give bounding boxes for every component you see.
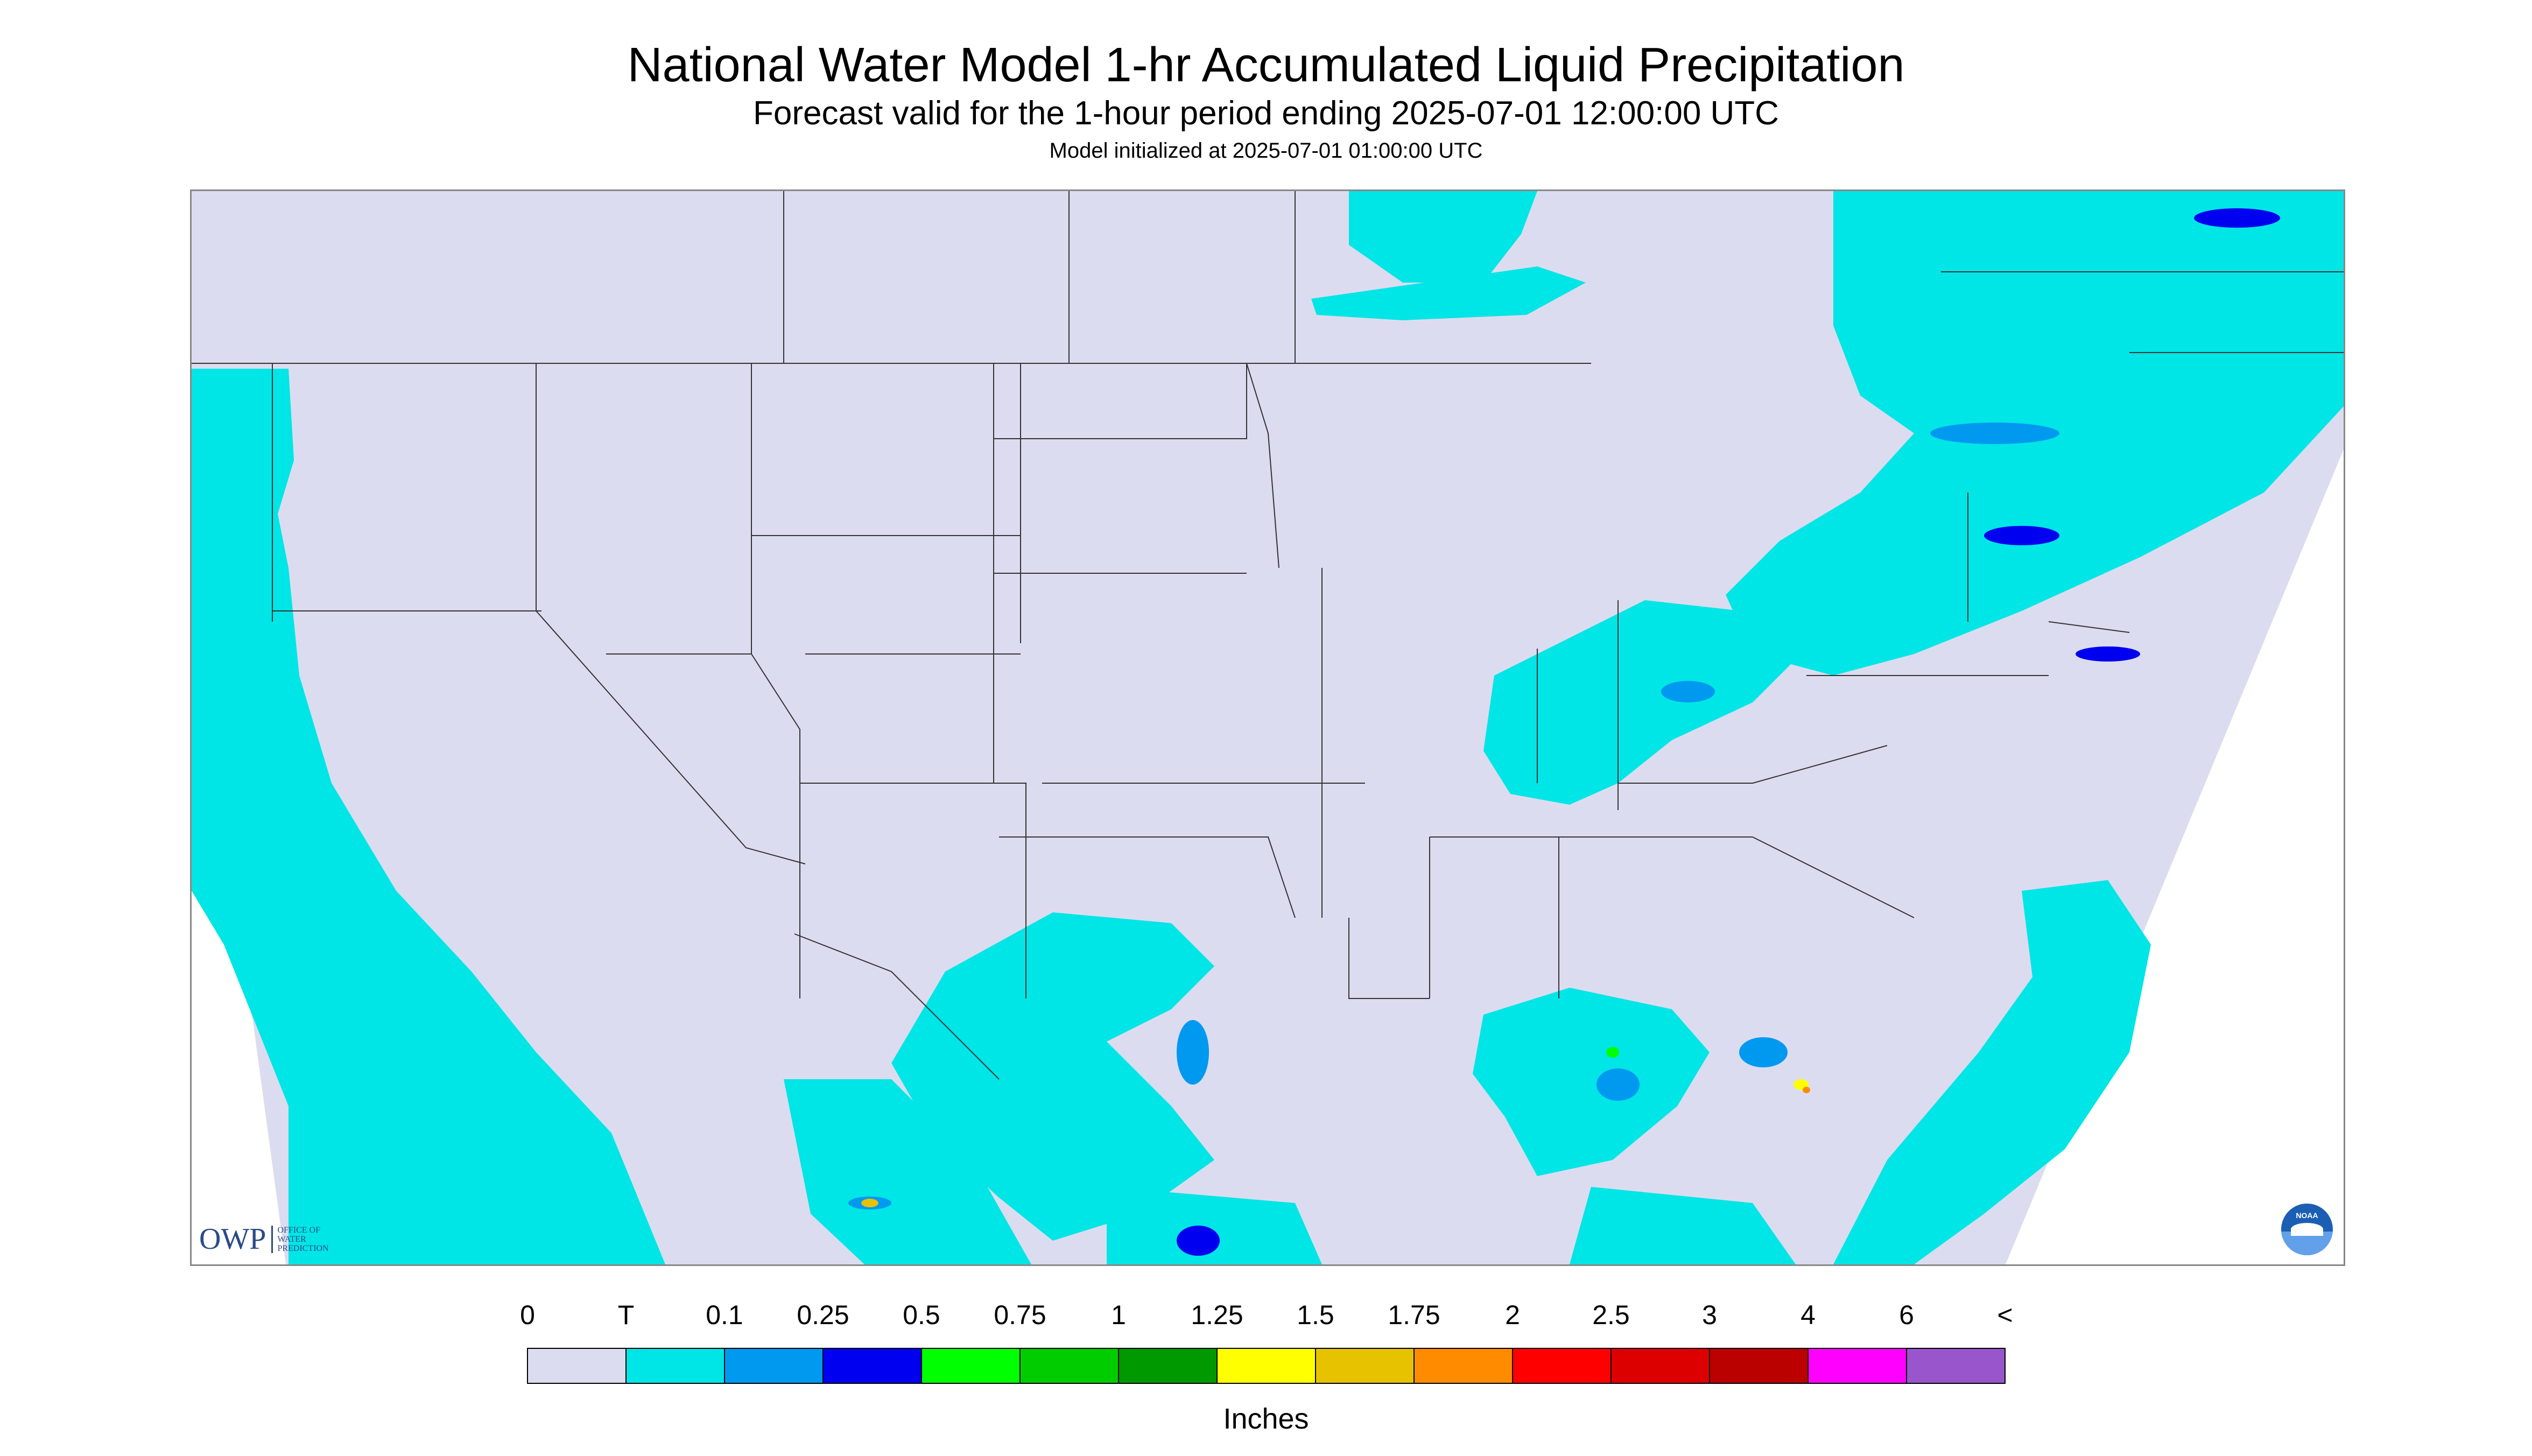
legend-color-bin — [527, 1348, 627, 1384]
precip-area-mexico-gulf — [1107, 1187, 1322, 1264]
legend-color-bin — [1315, 1348, 1415, 1384]
legend-tick-label: 1.25 — [1191, 1300, 1243, 1330]
owp-logo-line-1: OFFICE OF — [277, 1225, 321, 1235]
legend-tick-label: 0.25 — [797, 1300, 849, 1330]
noaa-logo: NOAA — [2281, 1204, 2333, 1255]
legend-tick-label: 1.5 — [1297, 1300, 1334, 1330]
legend-color-bin — [1512, 1348, 1612, 1384]
precip-area-great-lakes — [1483, 600, 1801, 805]
precip-cores — [848, 208, 2280, 1256]
legend-tick-label: < — [1997, 1300, 2013, 1330]
map-canvas — [192, 191, 2344, 1264]
legend-color-bin — [1019, 1348, 1119, 1384]
legend-tick-label: 3 — [1702, 1300, 1717, 1330]
owp-logo-subtext: OFFICE OF WATER PREDICTION — [271, 1225, 329, 1253]
precip-area-pacific-south — [289, 998, 407, 1264]
legend-color-bin — [1413, 1348, 1513, 1384]
precip-area-ontario — [1349, 191, 1537, 283]
legend-tick-label: 4 — [1800, 1300, 1816, 1330]
noaa-logo-text: NOAA — [2296, 1211, 2318, 1220]
model-init-text: Model initialized at 2025-07-01 01:00:00… — [1049, 139, 1483, 163]
legend-canvas: 0 T 0.1 0.25 0.5 0.75 1 1.25 1.5 1.75 2 2.5 3 4 6 < — [520, 1300, 2013, 1384]
legend-color-bin — [625, 1348, 725, 1384]
legend-tick-label: T — [618, 1300, 635, 1330]
legend-color-bin — [724, 1348, 824, 1384]
legend-tick-label: 0.1 — [706, 1300, 743, 1330]
legend-tick-label: 1.75 — [1388, 1300, 1440, 1330]
precip-area-mexico — [784, 1079, 1031, 1264]
legend-color-bin — [1906, 1348, 2006, 1384]
precip-area-gulf-coast — [1473, 988, 1710, 1176]
legend-color-bin — [921, 1348, 1021, 1384]
precip-area-canada-strip — [1311, 266, 1586, 320]
owp-logo-line-2: WATER — [277, 1234, 306, 1244]
owp-logo-text: OWP — [199, 1222, 266, 1256]
legend-units-label: Inches — [1223, 1403, 1309, 1435]
legend-tick-label: 1 — [1111, 1300, 1126, 1330]
boundary-lines — [192, 191, 2344, 1080]
map-title: National Water Model 1-hr Accumulated Li… — [627, 38, 1905, 92]
legend-tick-label: 2.5 — [1592, 1300, 1630, 1330]
precip-area-pacific — [192, 369, 665, 1264]
noaa-logo-bird — [2291, 1223, 2323, 1236]
legend-color-bin — [1709, 1348, 1809, 1384]
precip-legend: 0 T 0.1 0.25 0.5 0.75 1 1.25 1.5 1.75 2 2.5 3 4 6 < Inc… — [0, 1281, 2532, 1453]
legend-color-bin — [1610, 1348, 1710, 1384]
legend-color-bin — [1807, 1348, 1907, 1384]
precipitation-layer — [192, 191, 2344, 1264]
legend-tick-label: 0.5 — [903, 1300, 940, 1330]
legend-tick-label: 0 — [520, 1300, 535, 1330]
legend-color-bin — [822, 1348, 922, 1384]
legend-color-bin — [1118, 1348, 1218, 1384]
legend-tick-label: 0.75 — [994, 1300, 1046, 1330]
precip-area-texas — [891, 912, 1214, 1241]
legend-tick-label: 2 — [1505, 1300, 1520, 1330]
forecast-valid-subtitle: Forecast valid for the 1-hour period end… — [753, 95, 1779, 132]
precipitation-map — [190, 189, 2345, 1266]
precip-area-south-florida — [1570, 1187, 1796, 1264]
owp-logo-line-3: PREDICTION — [277, 1243, 329, 1253]
legend-tick-label: 6 — [1899, 1300, 1914, 1330]
precip-area-atlantic — [1833, 880, 2151, 1264]
legend-color-bin — [1216, 1348, 1316, 1384]
owp-logo: OWP OFFICE OF WATER PREDICTION — [199, 1222, 329, 1256]
